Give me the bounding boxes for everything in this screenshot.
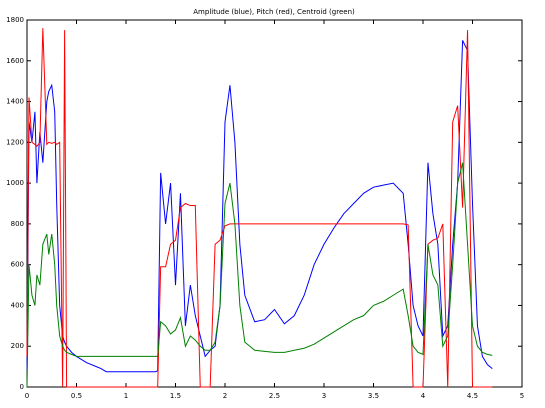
y-tick-label: 800 [11, 220, 24, 228]
x-tick-label: 2 [223, 392, 227, 400]
y-tick-label: 1600 [6, 57, 24, 65]
series-line [26, 162, 493, 388]
y-tick-label: 1200 [6, 138, 24, 146]
y-tick-label: 0 [20, 383, 24, 391]
x-tick-label: 3.5 [368, 392, 379, 400]
x-tick-label: 1.5 [170, 392, 181, 400]
y-tick-label: 1400 [6, 98, 24, 106]
x-tick-label: 2.5 [269, 392, 280, 400]
y-tick-label: 600 [11, 261, 24, 269]
y-tick-label: 400 [11, 301, 24, 309]
x-tick-label: 1 [124, 392, 128, 400]
y-tick-label: 1000 [6, 179, 24, 187]
y-tick-label: 1800 [6, 16, 24, 24]
x-tick-label: 4 [421, 392, 426, 400]
x-tick-label: 0 [25, 392, 29, 400]
x-tick-label: 5 [520, 392, 524, 400]
y-tick-label: 200 [11, 342, 24, 350]
x-tick-label: 3 [322, 392, 326, 400]
chart-title: Amplitude (blue), Pitch (red), Centroid … [193, 8, 355, 16]
x-tick-label: 4.5 [467, 392, 478, 400]
x-tick-label: 0.5 [71, 392, 82, 400]
